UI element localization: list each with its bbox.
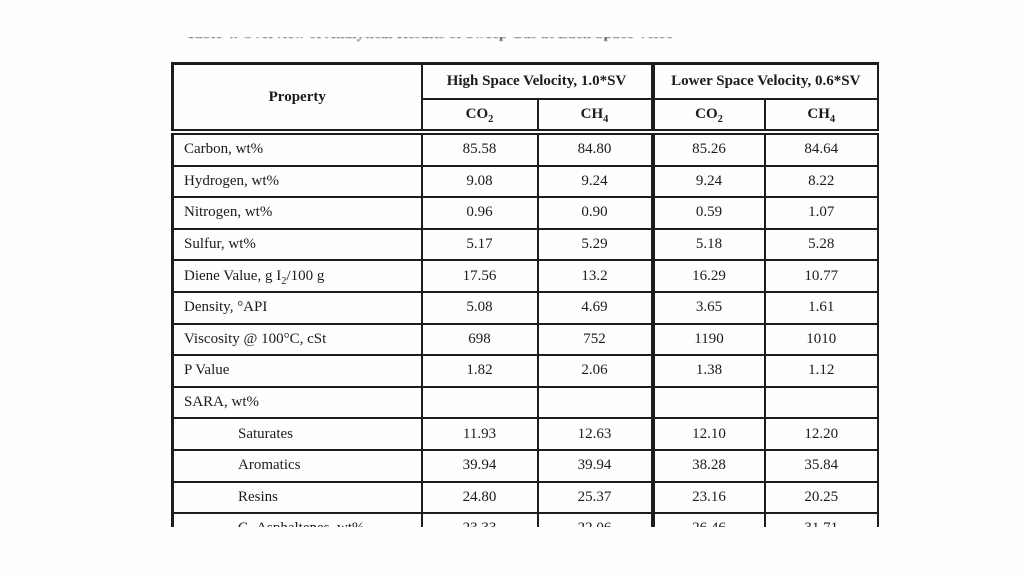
- row-label: Viscosity @ 100°C, cSt: [171, 322, 423, 357]
- value-cell: 84.80: [536, 131, 655, 167]
- table-row: SARA, wt%: [171, 385, 879, 420]
- table-row: Diene Value, g I2/100 g 17.56 13.2 16.29 10.…: [171, 259, 879, 293]
- value-cell: 16.29: [651, 259, 766, 293]
- value-cell: 23.33: [420, 512, 539, 527]
- row-label: Hydrogen, wt%: [171, 164, 423, 199]
- column-header-ch4-lower: CH4: [763, 98, 879, 135]
- value-cell: 0.90: [536, 196, 655, 230]
- row-label: Sulfur, wt%: [171, 227, 423, 262]
- value-cell: 26.46: [651, 512, 766, 527]
- value-cell: 9.24: [651, 164, 766, 199]
- value-cell: 17.56: [420, 259, 539, 293]
- value-cell: 1.38: [651, 354, 766, 388]
- row-label: P Value: [171, 354, 423, 388]
- property-table: Property High Space Velocity, 1.0*SV Low…: [171, 62, 879, 527]
- value-cell: 22.06: [536, 512, 655, 527]
- value-cell: 12.10: [651, 417, 766, 451]
- value-cell: 31.71: [763, 512, 879, 527]
- table-row: Sulfur, wt% 5.17 5.29 5.18 5.28: [171, 227, 879, 262]
- table-row: Resins 24.80 25.37 23.16 20.25: [171, 480, 879, 515]
- table-row: Nitrogen, wt% 0.96 0.90 0.59 1.07: [171, 196, 879, 230]
- value-cell: 10.77: [763, 259, 879, 293]
- table-row: C5 Asphaltenes, wt%23.3322.0626.4631.71: [171, 512, 879, 527]
- column-header-co2-lower: CO2: [651, 98, 766, 135]
- value-cell: 24.80: [420, 480, 539, 515]
- value-cell: 1.82: [420, 354, 539, 388]
- value-cell: 5.17: [420, 227, 539, 262]
- value-cell: [763, 385, 879, 420]
- value-cell: 1.12: [763, 354, 879, 388]
- row-label: C5 Asphaltenes, wt%: [171, 512, 423, 527]
- table-row: Saturates 11.93 12.63 12.10 12.20: [171, 417, 879, 451]
- value-cell: 5.18: [651, 227, 766, 262]
- column-group-high-space-velocity: High Space Velocity, 1.0*SV: [420, 62, 655, 100]
- value-cell: 39.94: [536, 448, 655, 483]
- column-header-ch4-high: CH4: [536, 98, 655, 135]
- table-row: Carbon, wt% 85.58 84.80 85.26 84.64: [171, 131, 879, 167]
- table-caption-text: Table 4. Overview of Analytical Results …: [186, 37, 672, 43]
- row-label: Resins: [171, 480, 423, 515]
- value-cell: [536, 385, 655, 420]
- analysis-table: Property High Space Velocity, 1.0*SV Low…: [171, 62, 879, 527]
- value-cell: 2.06: [536, 354, 655, 388]
- column-header-property: Property: [171, 62, 423, 135]
- value-cell: [651, 385, 766, 420]
- row-label: Carbon, wt%: [171, 131, 423, 167]
- value-cell: 698: [420, 322, 539, 357]
- row-label: Saturates: [171, 417, 423, 451]
- value-cell: 39.94: [420, 448, 539, 483]
- table-row: Hydrogen, wt% 9.08 9.24 9.24 8.22: [171, 164, 879, 199]
- value-cell: 8.22: [763, 164, 879, 199]
- value-cell: 85.58: [420, 131, 539, 167]
- header-row-gases: CO2 CH4 CO2 CH4: [173, 98, 879, 135]
- row-label: SARA, wt%: [171, 385, 423, 420]
- column-group-lower-space-velocity: Lower Space Velocity, 0.6*SV: [651, 62, 879, 100]
- table-row: P Value 1.82 2.06 1.38 1.12: [171, 354, 879, 388]
- value-cell: 9.08: [420, 164, 539, 199]
- value-cell: 5.29: [536, 227, 655, 262]
- row-label: Aromatics: [171, 448, 423, 483]
- value-cell: 1190: [651, 322, 766, 357]
- row-label: Density, °API: [171, 290, 423, 325]
- value-cell: 0.59: [651, 196, 766, 230]
- value-cell: 1.61: [763, 290, 879, 325]
- table-caption-clipped: Table 4. Overview of Analytical Results …: [186, 37, 672, 46]
- value-cell: 752: [536, 322, 655, 357]
- value-cell: 38.28: [651, 448, 766, 483]
- value-cell: 35.84: [763, 448, 879, 483]
- value-cell: 9.24: [536, 164, 655, 199]
- row-label: Diene Value, g I2/100 g: [171, 259, 423, 293]
- value-cell: 5.08: [420, 290, 539, 325]
- value-cell: 12.20: [763, 417, 879, 451]
- value-cell: 1.07: [763, 196, 879, 230]
- header-row-groups: Property High Space Velocity, 1.0*SV Low…: [171, 62, 879, 135]
- value-cell: 0.96: [420, 196, 539, 230]
- row-label: Nitrogen, wt%: [171, 196, 423, 230]
- value-cell: 1010: [763, 322, 879, 357]
- table-row: Viscosity @ 100°C, cSt 698 752 1190 1010: [171, 322, 879, 357]
- table-row: Density, °API 5.08 4.69 3.65 1.61: [171, 290, 879, 325]
- value-cell: 85.26: [651, 131, 766, 167]
- value-cell: 13.2: [536, 259, 655, 293]
- value-cell: [420, 385, 539, 420]
- value-cell: 11.93: [420, 417, 539, 451]
- value-cell: 23.16: [651, 480, 766, 515]
- value-cell: 4.69: [536, 290, 655, 325]
- table-row: Aromatics 39.94 39.94 38.28 35.84: [171, 448, 879, 483]
- value-cell: 20.25: [763, 480, 879, 515]
- value-cell: 84.64: [763, 131, 879, 167]
- value-cell: 5.28: [763, 227, 879, 262]
- value-cell: 3.65: [651, 290, 766, 325]
- value-cell: 25.37: [536, 480, 655, 515]
- column-header-co2-high: CO2: [420, 98, 539, 135]
- value-cell: 12.63: [536, 417, 655, 451]
